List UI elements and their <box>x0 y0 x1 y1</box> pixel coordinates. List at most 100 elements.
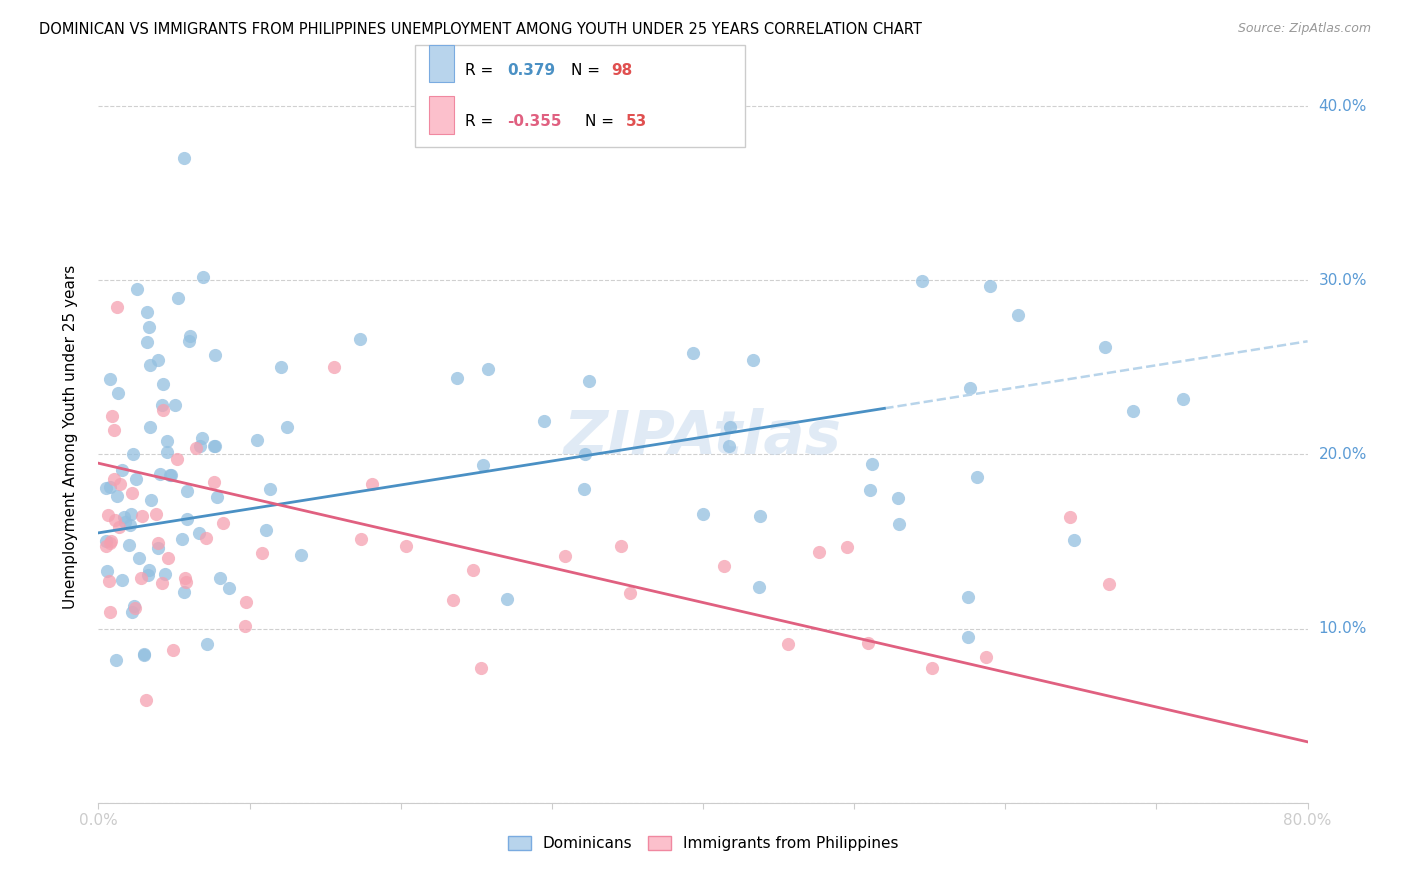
Point <box>139 359 162 373</box>
Point <box>191 432 214 446</box>
Point <box>104 513 127 527</box>
Point <box>441 593 464 607</box>
Point <box>96 481 118 495</box>
Point <box>610 539 633 553</box>
Point <box>98 605 121 619</box>
Point <box>748 580 770 594</box>
Text: DOMINICAN VS IMMIGRANTS FROM PHILIPPINES UNEMPLOYMENT AMONG YOUTH UNDER 25 YEARS: DOMINICAN VS IMMIGRANTS FROM PHILIPPINES… <box>39 22 922 37</box>
Point <box>105 489 128 503</box>
Point <box>152 402 174 417</box>
Point <box>156 445 179 459</box>
Point <box>446 371 468 385</box>
Point <box>104 653 127 667</box>
Point <box>470 661 492 675</box>
Point <box>290 548 312 562</box>
Point <box>124 601 146 615</box>
Point <box>166 451 188 466</box>
Point <box>1094 340 1116 354</box>
Text: Source: ZipAtlas.com: Source: ZipAtlas.com <box>1237 22 1371 36</box>
Point <box>100 533 122 548</box>
Point <box>98 574 121 588</box>
Point <box>858 636 880 650</box>
Point <box>173 571 195 585</box>
Point <box>108 520 131 534</box>
Point <box>160 467 183 482</box>
Point <box>235 595 257 609</box>
Point <box>218 581 240 595</box>
Point <box>619 585 641 599</box>
Point <box>323 360 346 375</box>
Text: N =: N = <box>585 114 619 129</box>
Point <box>121 605 143 619</box>
Point <box>741 352 763 367</box>
Point <box>122 599 145 614</box>
Point <box>153 566 176 581</box>
Point <box>887 517 910 532</box>
Point <box>159 468 181 483</box>
Point <box>118 517 141 532</box>
Text: 20.0%: 20.0% <box>1319 447 1367 462</box>
Point <box>394 539 416 553</box>
Point <box>156 434 179 449</box>
Point <box>188 439 211 453</box>
Point <box>979 279 1001 293</box>
Point <box>360 476 382 491</box>
Point <box>184 441 207 455</box>
Point <box>162 643 184 657</box>
Point <box>125 282 148 296</box>
Point <box>94 534 117 549</box>
Point <box>135 693 157 707</box>
Text: ZIPAtlas: ZIPAtlas <box>564 408 842 467</box>
Point <box>191 269 214 284</box>
Point <box>911 275 934 289</box>
Point <box>259 483 281 497</box>
Point <box>921 661 943 675</box>
Point <box>246 433 269 447</box>
Text: 30.0%: 30.0% <box>1319 273 1367 288</box>
Point <box>96 565 118 579</box>
Point <box>1059 509 1081 524</box>
Point <box>966 470 988 484</box>
Text: 0.379: 0.379 <box>508 62 555 78</box>
Point <box>179 329 201 343</box>
Point <box>111 462 134 476</box>
Point <box>204 439 226 453</box>
Point <box>682 345 704 359</box>
Point <box>138 563 160 577</box>
Point <box>778 637 800 651</box>
Text: R =: R = <box>465 62 499 78</box>
Point <box>108 476 131 491</box>
Point <box>1007 308 1029 322</box>
Point <box>132 647 155 661</box>
Point <box>976 650 998 665</box>
Point <box>177 334 200 348</box>
Point <box>152 377 174 392</box>
Point <box>157 550 180 565</box>
Point <box>713 558 735 573</box>
Point <box>125 472 148 486</box>
Point <box>578 374 600 388</box>
Point <box>118 538 141 552</box>
Point <box>195 531 218 545</box>
Point <box>574 447 596 461</box>
Text: N =: N = <box>571 62 605 78</box>
Point <box>254 523 277 537</box>
Point <box>692 507 714 521</box>
Point <box>463 563 485 577</box>
Point <box>98 480 121 494</box>
Point <box>202 439 225 453</box>
Point <box>748 508 770 523</box>
Point <box>1097 577 1119 591</box>
Point <box>176 512 198 526</box>
Point <box>1063 533 1085 547</box>
Point <box>136 567 159 582</box>
Point <box>150 575 173 590</box>
Text: -0.355: -0.355 <box>508 114 562 129</box>
Point <box>1122 404 1144 418</box>
Point <box>136 334 159 349</box>
Point <box>859 483 882 497</box>
Point <box>120 507 142 521</box>
Point <box>105 300 128 314</box>
Point <box>122 447 145 461</box>
Point <box>107 385 129 400</box>
